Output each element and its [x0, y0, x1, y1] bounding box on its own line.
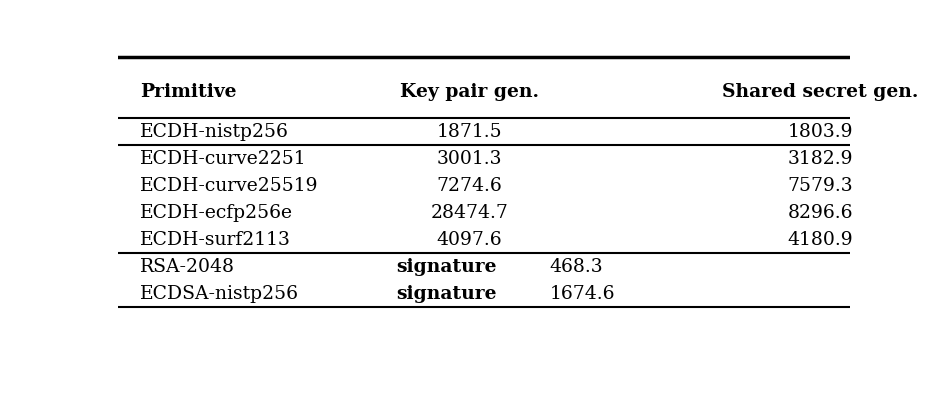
Text: Key pair gen.: Key pair gen. — [399, 83, 539, 101]
Text: 7579.3: 7579.3 — [787, 177, 853, 195]
Text: 468.3: 468.3 — [549, 258, 603, 275]
Text: ECDH-curve25519: ECDH-curve25519 — [140, 177, 318, 195]
Text: 1871.5: 1871.5 — [436, 123, 502, 141]
Text: ECDSA-nistp256: ECDSA-nistp256 — [140, 285, 299, 302]
Text: RSA-2048: RSA-2048 — [140, 258, 235, 275]
Text: 7274.6: 7274.6 — [436, 177, 502, 195]
Text: ECDH-curve2251: ECDH-curve2251 — [140, 150, 307, 168]
Text: 4097.6: 4097.6 — [436, 230, 502, 249]
Text: 8296.6: 8296.6 — [787, 204, 853, 222]
Text: signature: signature — [396, 285, 497, 302]
Text: Shared secret gen.: Shared secret gen. — [722, 83, 919, 101]
Text: 4180.9: 4180.9 — [787, 230, 853, 249]
Text: 1674.6: 1674.6 — [549, 285, 615, 302]
Text: ECDH-nistp256: ECDH-nistp256 — [140, 123, 289, 141]
Text: Primitive: Primitive — [140, 83, 236, 101]
Text: 3001.3: 3001.3 — [436, 150, 502, 168]
Text: 28474.7: 28474.7 — [430, 204, 508, 222]
Text: 1803.9: 1803.9 — [787, 123, 853, 141]
Text: 3182.9: 3182.9 — [787, 150, 853, 168]
Text: ECDH-surf2113: ECDH-surf2113 — [140, 230, 291, 249]
Text: ECDH-ecfp256e: ECDH-ecfp256e — [140, 204, 293, 222]
Text: signature: signature — [396, 258, 497, 275]
